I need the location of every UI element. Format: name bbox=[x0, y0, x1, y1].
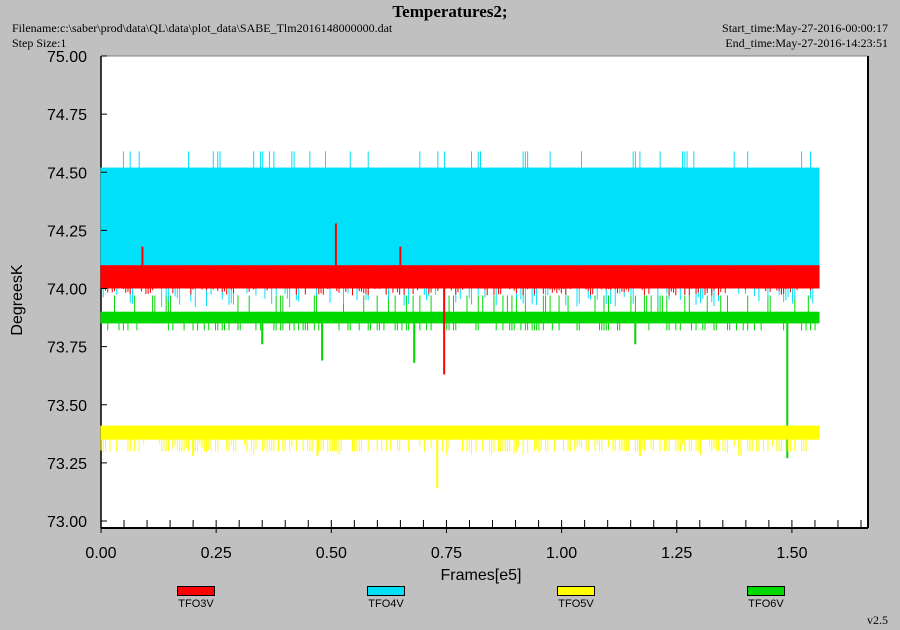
start-time-label: Start_time:May-27-2016-00:00:17 bbox=[722, 21, 888, 35]
x-tick-label: 1.00 bbox=[546, 545, 577, 562]
legend-swatch bbox=[557, 586, 595, 596]
x-tick-label: 0.50 bbox=[316, 545, 347, 562]
legend-swatch bbox=[177, 586, 215, 596]
x-tick-label: 0.00 bbox=[85, 545, 116, 562]
y-tick-label: 73.00 bbox=[47, 514, 87, 531]
y-tick-label: 74.75 bbox=[47, 107, 87, 124]
legend-item-TFO3V: TFO3V bbox=[156, 586, 236, 610]
legend-item-TFO4V: TFO4V bbox=[346, 586, 426, 610]
version-label: v2.5 bbox=[867, 613, 888, 627]
x-tick-label: 1.25 bbox=[661, 545, 692, 562]
legend-item-TFO5V: TFO5V bbox=[536, 586, 616, 610]
legend-label: TFO3V bbox=[178, 598, 214, 610]
x-tick-label: 1.50 bbox=[776, 545, 807, 562]
y-tick-label: 73.50 bbox=[47, 398, 87, 415]
series-TFO3V bbox=[100, 223, 820, 375]
y-axis-label: DegreesK bbox=[9, 264, 26, 335]
y-tick-label: 74.25 bbox=[47, 223, 87, 240]
step-size-label: Step Size:1 bbox=[12, 36, 67, 50]
legend-label: TFO6V bbox=[748, 598, 784, 610]
legend-swatch bbox=[747, 586, 785, 596]
series-layer bbox=[100, 151, 820, 489]
legend-swatch bbox=[367, 586, 405, 596]
y-tick-label: 74.00 bbox=[47, 282, 87, 299]
legend-label: TFO5V bbox=[558, 598, 594, 610]
x-tick-label: 0.75 bbox=[431, 545, 462, 562]
y-tick-label: 74.50 bbox=[47, 165, 87, 182]
filename-label: Filename:c:\saber\prod\data\QL\data\plot… bbox=[12, 21, 393, 35]
y-tick-label: 75.00 bbox=[47, 49, 87, 66]
legend-label: TFO4V bbox=[368, 598, 404, 610]
x-axis-label: Frames[e5] bbox=[441, 567, 522, 584]
y-tick-label: 73.75 bbox=[47, 340, 87, 357]
chart-title: Temperatures2; bbox=[392, 2, 508, 21]
series-TFO6V bbox=[100, 295, 820, 459]
end-time-label: End_time:May-27-2016-14:23:51 bbox=[725, 36, 888, 50]
series-TFO4V bbox=[100, 151, 820, 308]
x-tick-label: 0.25 bbox=[201, 545, 232, 562]
y-tick-label: 73.25 bbox=[47, 456, 87, 473]
series-TFO5V bbox=[100, 425, 820, 489]
legend-item-TFO6V: TFO6V bbox=[726, 586, 806, 610]
